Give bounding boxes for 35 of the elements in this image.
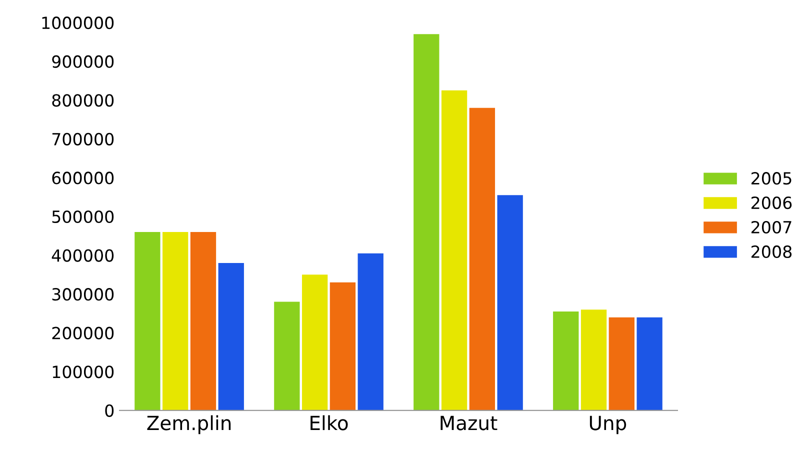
y-tick-label: 700000 (52, 132, 114, 146)
x-tick-label: Zem.plin (147, 415, 231, 434)
legend-label: 2008 (751, 245, 792, 258)
y-tick-label: 800000 (52, 94, 114, 107)
legend-label: 2006 (751, 196, 792, 210)
bar (636, 317, 662, 410)
y-tick-label: 600000 (52, 172, 114, 184)
bar (274, 302, 300, 410)
bar (330, 282, 356, 410)
y-tick-label: 400000 (52, 249, 114, 262)
legend-label: 2007 (751, 220, 792, 234)
x-tick-label: Unp (590, 416, 626, 434)
bar (553, 312, 579, 410)
y-tick-label: 1000000 (42, 16, 114, 30)
y-tick-label: 200000 (52, 326, 114, 340)
bar (497, 195, 523, 410)
y-tick-label: 900000 (52, 55, 114, 68)
x-tick-label: Elko (310, 415, 348, 430)
x-tick-label: Mazut (440, 416, 498, 430)
bar (608, 317, 634, 410)
bar (218, 263, 244, 410)
y-tick-label: 0 (105, 404, 114, 417)
bar (358, 253, 384, 410)
y-tick-label: 300000 (52, 288, 114, 301)
bar (441, 90, 468, 410)
bar (162, 232, 188, 410)
bar (190, 232, 216, 410)
bar (580, 310, 607, 410)
bar (302, 274, 328, 410)
bar (414, 34, 440, 410)
y-tick-label: 500000 (52, 210, 114, 224)
legend-label: 2005 (751, 172, 792, 185)
bar (469, 108, 496, 410)
y-tick-label: 100000 (52, 366, 114, 378)
bar (134, 232, 160, 410)
